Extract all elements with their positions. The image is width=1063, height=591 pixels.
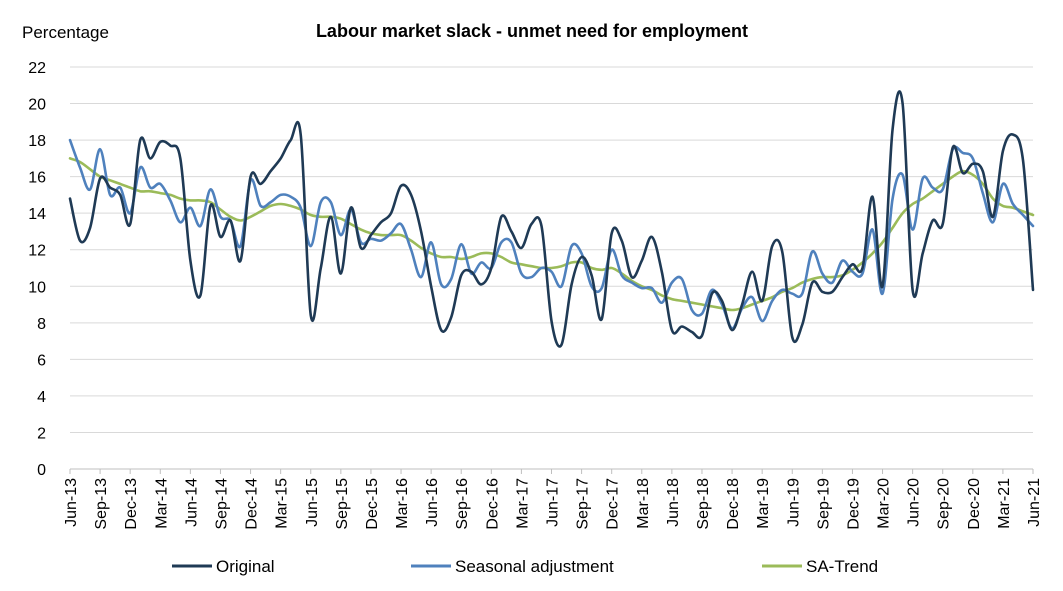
x-tick-label-Jun-16: Jun-16 <box>424 478 441 527</box>
x-tick-label-Jun-14: Jun-14 <box>183 478 200 527</box>
y-tick-label-16: 16 <box>28 170 46 187</box>
y-tick-label-12: 12 <box>28 243 46 260</box>
x-tick-label-Mar-21: Mar-21 <box>996 478 1013 529</box>
y-tick-label-10: 10 <box>28 279 46 296</box>
x-tick-label-Mar-14: Mar-14 <box>153 478 170 529</box>
y-tick-label-20: 20 <box>28 97 46 114</box>
x-tick-label-Mar-18: Mar-18 <box>635 478 652 529</box>
x-tick-label-Sep-17: Sep-17 <box>575 478 592 530</box>
y-tick-label-18: 18 <box>28 133 46 150</box>
y-axis-label: Percentage <box>22 23 109 42</box>
y-tick-label-14: 14 <box>28 206 46 223</box>
legend: Original Seasonal adjustment SA-Trend <box>172 557 878 576</box>
x-tick-label-Mar-17: Mar-17 <box>514 478 531 529</box>
x-tick-label-Mar-19: Mar-19 <box>755 478 772 529</box>
x-tick-label-Sep-15: Sep-15 <box>334 478 351 530</box>
x-tick-label-Sep-13: Sep-13 <box>93 478 110 530</box>
series-line-seasonal-adjustment <box>68 138 1035 330</box>
y-tick-label-2: 2 <box>37 425 46 442</box>
x-tick-label-Jun-20: Jun-20 <box>906 478 923 527</box>
y-tick-labels: 0 2 4 6 8 10 12 14 16 18 20 22 <box>28 60 46 479</box>
legend-label-sa-trend: SA-Trend <box>806 557 878 576</box>
y-tick-label-0: 0 <box>37 462 46 479</box>
series-line-original <box>68 90 1035 348</box>
x-tick-label-Jun-13: Jun-13 <box>63 478 80 527</box>
x-tick-label-Jun-21: Jun-21 <box>1026 478 1043 527</box>
legend-label-seasonal-adjustment: Seasonal adjustment <box>455 557 614 576</box>
y-tick-label-6: 6 <box>37 352 46 369</box>
y-tick-label-8: 8 <box>37 316 46 333</box>
x-tick-label-Mar-20: Mar-20 <box>876 478 893 529</box>
x-tick-label-Dec-13: Dec-13 <box>123 478 140 530</box>
chart-title: Labour market slack - unmet need for emp… <box>316 21 748 41</box>
x-tick-label-Jun-15: Jun-15 <box>304 478 321 527</box>
grid-layer <box>70 66 1033 470</box>
x-tick-label-Mar-16: Mar-16 <box>394 478 411 529</box>
x-tick-label-Jun-17: Jun-17 <box>545 478 562 527</box>
x-tick-label-Dec-15: Dec-15 <box>364 478 381 530</box>
legend-label-original: Original <box>216 557 275 576</box>
x-tick-label-Sep-16: Sep-16 <box>454 478 471 530</box>
x-tick-label-Sep-19: Sep-19 <box>815 478 832 530</box>
x-tick-label-Jun-19: Jun-19 <box>785 478 802 527</box>
x-tick-label-Dec-20: Dec-20 <box>966 478 983 530</box>
x-tick-label-Dec-16: Dec-16 <box>484 478 501 530</box>
x-tick-label-Sep-20: Sep-20 <box>936 478 953 530</box>
x-tick-label-Sep-18: Sep-18 <box>695 478 712 530</box>
x-tick-label-Dec-14: Dec-14 <box>244 478 261 530</box>
x-tick-label-Sep-14: Sep-14 <box>213 478 230 530</box>
x-tick-label-Mar-15: Mar-15 <box>274 478 291 529</box>
x-tick-label-Dec-17: Dec-17 <box>605 478 622 530</box>
x-tick-label-Jun-18: Jun-18 <box>665 478 682 527</box>
x-tick-label-Dec-18: Dec-18 <box>725 478 742 530</box>
x-tick-labels: Jun-13 Sep-13 Dec-13 Mar-14 Jun-14 Sep-14 Dec-… <box>63 469 1043 530</box>
series-line-sa-trend <box>68 157 1035 312</box>
x-tick-label-Dec-19: Dec-19 <box>845 478 862 530</box>
series-layer <box>68 90 1035 348</box>
y-tick-label-22: 22 <box>28 60 46 77</box>
y-tick-label-4: 4 <box>37 389 46 406</box>
